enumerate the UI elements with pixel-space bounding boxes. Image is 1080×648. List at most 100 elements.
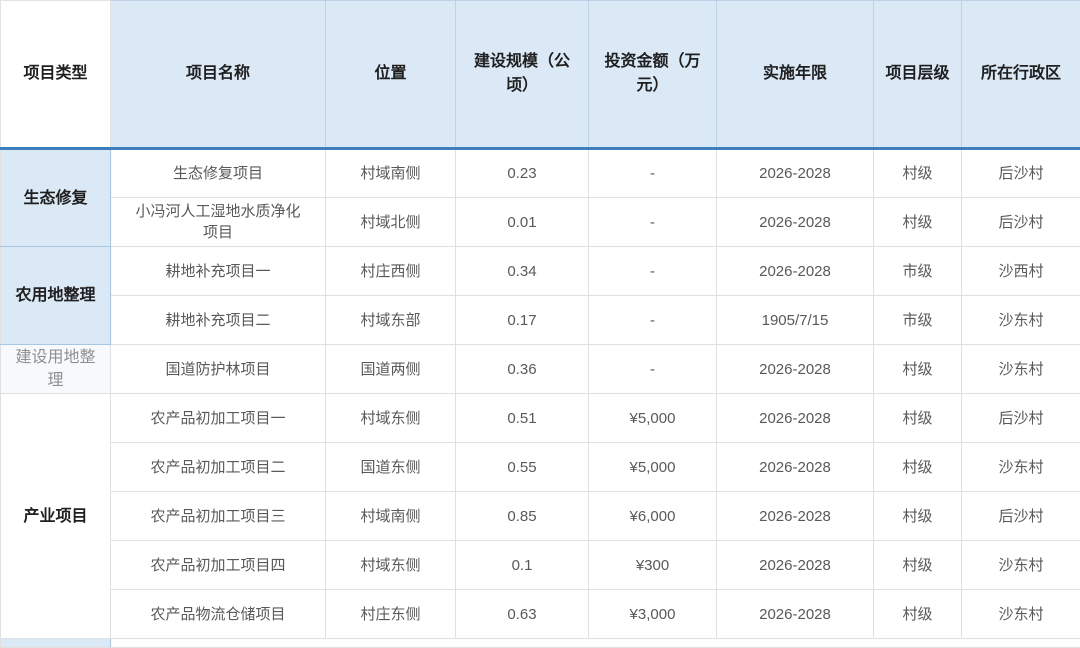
- table-body: 生态修复 生态修复项目 村域南侧 0.23-2026-2028 村级 后沙村 小冯河人工湿地…: [0, 148, 1080, 648]
- years-cell: 2026-2028: [716, 148, 874, 198]
- scale-cell: 0.55: [455, 442, 589, 492]
- district-cell: 后沙村: [961, 491, 1080, 541]
- scale-cell: 0.1: [455, 540, 589, 590]
- table-row: 农用地整理 耕地补充项目一 村庄西侧 0.34-2026-2028 市级 沙西村: [0, 246, 1080, 345]
- column-header-project-type: 项目类型: [0, 0, 111, 150]
- location-cell: 村庄西侧: [325, 246, 456, 296]
- level-cell: 市级: [873, 295, 962, 345]
- level-cell: 村级: [873, 393, 962, 443]
- project-name-cell: 耕地补充项目二: [110, 295, 326, 345]
- project-name-cell: 生态修复项目: [110, 148, 326, 198]
- years-cell: 2026-2028: [716, 491, 874, 541]
- column-header-district: 所在行政区: [961, 0, 1080, 150]
- years-cell: 2026-2028: [716, 197, 874, 247]
- scale-cell: 0.51: [455, 393, 589, 443]
- investment-cell: ¥300: [588, 540, 717, 590]
- level-cell: 村级: [873, 148, 962, 198]
- district-cell: 后沙村: [961, 197, 1080, 247]
- investment-cell: -: [588, 295, 717, 345]
- scale-cell: 0.36: [455, 344, 589, 394]
- scale-cell: 0.23: [455, 148, 589, 198]
- location-cell: 村域北侧: [325, 197, 456, 247]
- scale-cell: 0.85: [455, 491, 589, 541]
- years-cell: 2026-2028: [716, 540, 874, 590]
- years-cell: 1905/7/15: [716, 295, 874, 345]
- location-cell: 国道东侧: [325, 442, 456, 492]
- header-row: 项目类型 项目名称 位置 建设规模（公顷） 投资金额（万元） 实施年限 项目层级…: [0, 0, 1080, 150]
- investment-cell: ¥5,000: [588, 393, 717, 443]
- years-cell: 2026-2028: [716, 344, 874, 394]
- project-name-cell: 农产品初加工项目三: [110, 491, 326, 541]
- project-name-cell: 国道防护林项目: [110, 344, 326, 394]
- district-cell: 后沙村: [961, 393, 1080, 443]
- table-row: 产业项目 农产品初加工项目一 村域东侧 0.51 ¥5,000 2026-2028 村级 后沙…: [0, 393, 1080, 639]
- column-header-years: 实施年限: [716, 0, 874, 150]
- district-cell: 后沙村: [961, 148, 1080, 198]
- table-row: 小冯河人工湿地水质净化项目 村域北侧 0.01-2026-2028 村级 后沙村: [1, 197, 1080, 247]
- partial-bottom-row: [0, 638, 1080, 648]
- project-type-group-cell: 农用地整理: [0, 246, 111, 345]
- level-cell: 村级: [873, 197, 962, 247]
- project-name-cell: 农产品初加工项目二: [110, 442, 326, 492]
- project-name-cell: 农产品初加工项目一: [110, 393, 326, 443]
- table-row: 农产品初加工项目二 国道东侧 0.55 ¥5,000 2026-2028 村级 沙东村: [1, 442, 1080, 492]
- table-row: 农产品初加工项目四 村域东侧 0.1 ¥300 2026-2028 村级 沙东村: [1, 540, 1080, 590]
- investment-cell: ¥6,000: [588, 491, 717, 541]
- table-row: 农产品初加工项目三 村域南侧 0.85 ¥6,000 2026-2028 村级 后沙村: [1, 491, 1080, 541]
- column-header-project-name: 项目名称: [110, 0, 326, 150]
- district-cell: 沙西村: [961, 246, 1080, 296]
- level-cell: 村级: [873, 442, 962, 492]
- investment-cell: ¥3,000: [588, 589, 717, 639]
- column-header-level: 项目层级: [873, 0, 962, 150]
- location-cell: 村域东侧: [325, 540, 456, 590]
- district-cell: 沙东村: [961, 295, 1080, 345]
- project-type-group-cell: 建设用地整理: [0, 344, 111, 394]
- location-cell: 村域南侧: [325, 148, 456, 198]
- district-cell: 沙东村: [961, 589, 1080, 639]
- column-header-scale: 建设规模（公顷）: [455, 0, 589, 150]
- partial-row-filler: [110, 638, 1080, 648]
- table-header: 项目类型 项目名称 位置 建设规模（公顷） 投资金额（万元） 实施年限 项目层级…: [0, 0, 1080, 150]
- years-cell: 2026-2028: [716, 442, 874, 492]
- level-cell: 市级: [873, 246, 962, 296]
- level-cell: 村级: [873, 491, 962, 541]
- table-row: 农产品物流仓储项目 村庄东侧 0.63 ¥3,000 2026-2028 村级 沙东村: [1, 589, 1080, 639]
- level-cell: 村级: [873, 540, 962, 590]
- table-row: 耕地补充项目二 村域东部 0.17-1905/7/15 市级 沙东村: [1, 295, 1080, 345]
- next-group-cell-partial: [0, 638, 111, 648]
- scale-cell: 0.34: [455, 246, 589, 296]
- scale-cell: 0.63: [455, 589, 589, 639]
- project-type-group-cell: 生态修复: [0, 148, 111, 247]
- investment-cell: ¥5,000: [588, 442, 717, 492]
- scale-cell: 0.17: [455, 295, 589, 345]
- project-name-cell: 小冯河人工湿地水质净化项目: [110, 197, 326, 247]
- location-cell: 村域东部: [325, 295, 456, 345]
- project-type-group-cell: 产业项目: [0, 393, 111, 639]
- project-name-cell: 农产品初加工项目四: [110, 540, 326, 590]
- location-cell: 村域东侧: [325, 393, 456, 443]
- location-cell: 村庄东侧: [325, 589, 456, 639]
- level-cell: 村级: [873, 344, 962, 394]
- table-row: 建设用地整理 国道防护林项目 国道两侧 0.36-2026-2028 村级 沙东村: [0, 344, 1080, 394]
- location-cell: 国道两侧: [325, 344, 456, 394]
- level-cell: 村级: [873, 589, 962, 639]
- district-cell: 沙东村: [961, 442, 1080, 492]
- years-cell: 2026-2028: [716, 589, 874, 639]
- project-name-cell: 农产品物流仓储项目: [110, 589, 326, 639]
- district-cell: 沙东村: [961, 344, 1080, 394]
- years-cell: 2026-2028: [716, 393, 874, 443]
- years-cell: 2026-2028: [716, 246, 874, 296]
- column-header-location: 位置: [325, 0, 456, 150]
- table-row: 生态修复 生态修复项目 村域南侧 0.23-2026-2028 村级 后沙村: [0, 148, 1080, 247]
- investment-cell: -: [588, 344, 717, 394]
- column-header-investment: 投资金额（万元）: [588, 0, 717, 150]
- investment-cell: -: [588, 197, 717, 247]
- location-cell: 村域南侧: [325, 491, 456, 541]
- scale-cell: 0.01: [455, 197, 589, 247]
- district-cell: 沙东村: [961, 540, 1080, 590]
- investment-cell: -: [588, 148, 717, 198]
- project-name-cell: 耕地补充项目一: [110, 246, 326, 296]
- investment-cell: -: [588, 246, 717, 296]
